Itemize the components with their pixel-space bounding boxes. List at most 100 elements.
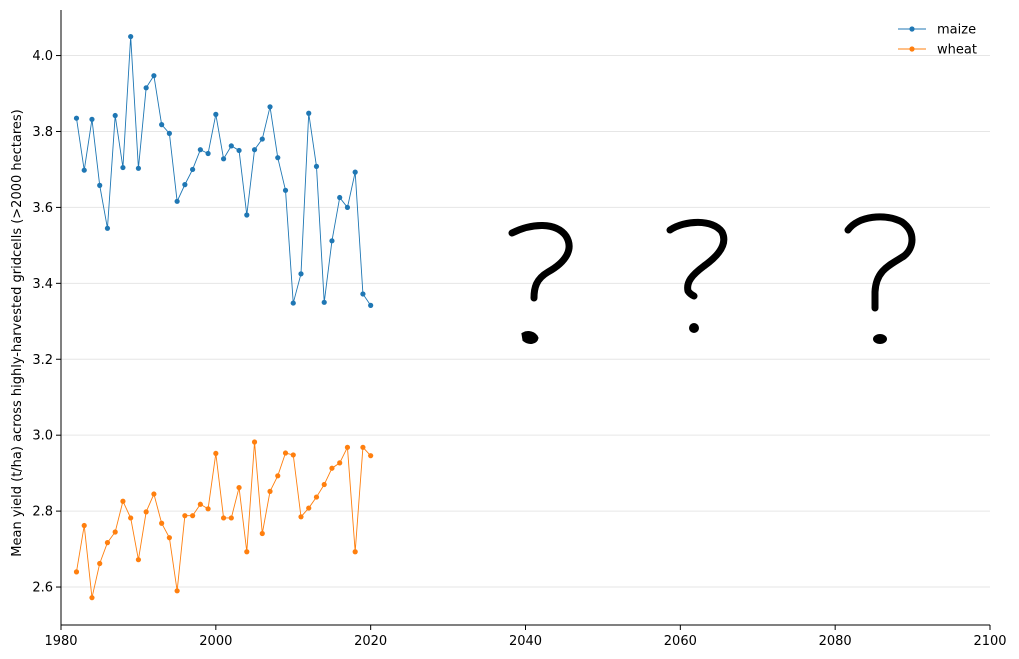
- data-point-wheat: [259, 530, 265, 537]
- data-point-wheat: [321, 481, 327, 488]
- x-tick-label: 2040: [509, 634, 542, 649]
- data-point-wheat: [135, 557, 142, 563]
- data-point-maize: [306, 110, 312, 116]
- data-point-maize: [174, 198, 180, 204]
- data-point-maize: [151, 73, 157, 79]
- data-point-wheat: [329, 465, 335, 471]
- data-point-maize: [251, 147, 258, 153]
- data-point-wheat: [143, 509, 149, 515]
- data-point-wheat: [344, 444, 351, 450]
- data-point-wheat: [166, 535, 172, 541]
- data-point-wheat: [228, 515, 234, 521]
- legend: maize wheat: [898, 23, 977, 58]
- data-point-maize: [321, 299, 327, 305]
- question-mark-icon: [508, 222, 573, 344]
- data-point-maize: [213, 111, 219, 117]
- data-point-maize: [220, 156, 227, 162]
- data-point-maize: [97, 182, 103, 188]
- tick-labels: 2.6 2.8 3.0 3.2 3.4 3.6 3.8 4.0 1980 2000 2020 2040…: [32, 49, 1006, 649]
- data-point-wheat: [352, 549, 358, 555]
- data-point-maize: [259, 136, 265, 142]
- question-mark-icon: [844, 213, 916, 344]
- data-point-wheat: [220, 515, 227, 521]
- data-point-wheat: [112, 529, 118, 535]
- data-point-wheat: [298, 514, 304, 520]
- x-tick-label: 1980: [44, 634, 77, 649]
- data-point-maize: [329, 238, 335, 244]
- data-point-wheat: [313, 494, 320, 500]
- y-gridlines: [61, 55, 990, 588]
- data-point-maize: [81, 167, 87, 173]
- data-point-wheat: [368, 453, 374, 459]
- y-tick-label: 3.4: [32, 277, 53, 292]
- data-point-maize: [120, 164, 126, 171]
- data-point-wheat: [290, 452, 296, 458]
- series-layer: [73, 33, 374, 601]
- data-point-maize: [344, 204, 351, 211]
- x-tick-label: 2060: [664, 634, 697, 649]
- question-mark-icon: [666, 218, 728, 333]
- data-point-maize: [190, 166, 196, 173]
- data-point-maize: [73, 115, 80, 121]
- data-point-wheat: [236, 484, 242, 491]
- data-point-wheat: [282, 450, 289, 456]
- data-point-wheat: [337, 460, 343, 466]
- data-point-wheat: [275, 473, 281, 479]
- x-tick-label: 2000: [199, 634, 232, 649]
- data-point-maize: [89, 116, 95, 122]
- data-point-maize: [360, 291, 366, 297]
- data-point-wheat: [174, 588, 180, 594]
- data-point-maize: [352, 169, 358, 175]
- series-maize: [73, 33, 374, 308]
- data-point-maize: [135, 165, 142, 171]
- data-point-wheat: [81, 522, 87, 529]
- y-axis-label: Mean yield (t/ha) across highly-harveste…: [10, 109, 25, 556]
- data-point-wheat: [104, 540, 111, 546]
- data-point-maize: [143, 85, 149, 91]
- data-point-wheat: [73, 569, 80, 575]
- axes: [56, 10, 991, 630]
- data-point-maize: [197, 147, 203, 153]
- legend-entry-wheat: wheat: [898, 43, 977, 58]
- data-point-maize: [290, 300, 296, 306]
- data-point-maize: [182, 182, 188, 188]
- data-point-maize: [205, 150, 211, 157]
- data-point-maize: [244, 212, 250, 218]
- data-point-maize: [166, 130, 172, 136]
- data-point-wheat: [244, 549, 250, 555]
- data-point-wheat: [360, 444, 366, 450]
- data-point-wheat: [97, 560, 103, 567]
- data-point-maize: [337, 194, 343, 201]
- data-point-maize: [236, 147, 242, 154]
- data-point-maize: [128, 33, 134, 40]
- data-point-maize: [275, 155, 281, 161]
- data-point-maize: [368, 302, 374, 308]
- legend-label: maize: [937, 23, 976, 38]
- data-point-wheat: [128, 515, 134, 521]
- y-tick-label: 3.8: [32, 125, 53, 140]
- x-tick-label: 2020: [354, 634, 387, 649]
- data-point-wheat: [190, 513, 196, 519]
- legend-entry-maize: maize: [898, 23, 976, 38]
- data-point-wheat: [159, 520, 165, 526]
- legend-label: wheat: [937, 43, 977, 58]
- data-point-maize: [112, 112, 118, 119]
- data-point-maize: [104, 225, 111, 231]
- data-point-maize: [159, 122, 165, 128]
- data-point-maize: [313, 163, 320, 170]
- data-point-wheat: [120, 498, 126, 504]
- y-tick-label: 2.8: [32, 505, 53, 520]
- data-point-wheat: [205, 506, 211, 512]
- series-wheat: [73, 439, 374, 601]
- data-point-maize: [267, 104, 273, 110]
- y-tick-label: 3.6: [32, 201, 53, 216]
- y-tick-label: 2.6: [32, 581, 53, 596]
- data-point-maize: [282, 187, 289, 193]
- legend-marker: [909, 46, 915, 52]
- data-point-wheat: [213, 450, 219, 457]
- data-point-wheat: [306, 505, 312, 511]
- x-tick-label: 2080: [819, 634, 852, 649]
- data-point-wheat: [267, 488, 273, 494]
